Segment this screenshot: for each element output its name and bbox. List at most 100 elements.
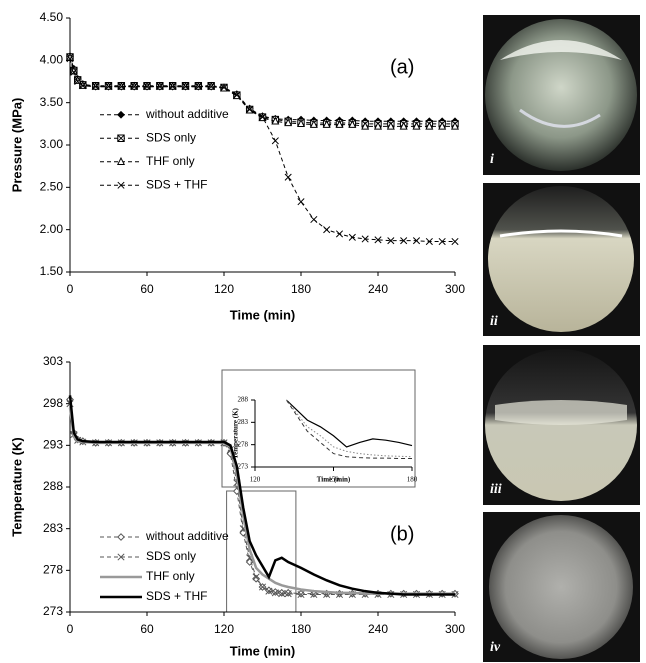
chart: 1.50 2.00 2.50 3.00 3.50 4.00 4.50 0 60 120 180 240…	[9, 10, 465, 322]
y-tick-label: 273	[43, 604, 63, 618]
photo-ii: ii	[483, 183, 640, 336]
marker	[265, 587, 273, 595]
marker	[297, 589, 305, 598]
y-tick-label: 293	[43, 438, 63, 452]
y-tick-label: 4.00	[40, 53, 64, 67]
marker	[246, 105, 254, 113]
marker	[438, 121, 447, 130]
x-axis-title: Time (min)	[317, 476, 351, 484]
marker	[92, 83, 100, 91]
marker	[245, 558, 254, 566]
marker	[271, 116, 280, 125]
marker	[450, 121, 460, 130]
marker	[130, 83, 138, 91]
x-tick-label: 180	[291, 622, 311, 636]
marker	[252, 574, 260, 583]
y-axis-title: Temperature (K)	[232, 407, 240, 458]
y-tick-label: 2.00	[40, 222, 64, 236]
x-tick-label: 240	[368, 622, 388, 636]
x-tick-label: 60	[140, 282, 154, 296]
photo-iv: iv	[483, 512, 640, 662]
series-line	[285, 399, 413, 448]
marker	[117, 110, 125, 119]
marker	[323, 226, 331, 234]
inset-frame	[221, 369, 416, 488]
marker	[277, 588, 286, 597]
marker	[373, 121, 383, 130]
marker	[438, 237, 446, 246]
series-line	[68, 395, 455, 596]
marker	[412, 237, 421, 245]
marker	[271, 588, 280, 596]
x-tick-label: 300	[445, 622, 465, 636]
x-tick-label: 180	[291, 282, 311, 296]
marker	[104, 83, 113, 91]
x-axis-title: Time (min)	[230, 643, 296, 658]
marker	[335, 230, 344, 238]
marker	[297, 590, 305, 599]
marker	[117, 181, 125, 189]
y-axis-title: Pressure (MPa)	[9, 98, 24, 193]
legend-label: SDS only	[146, 549, 196, 563]
marker	[322, 119, 331, 128]
marker	[296, 119, 306, 128]
marker	[233, 91, 241, 99]
y-tick-label: 2.50	[40, 180, 64, 194]
marker	[284, 590, 292, 598]
marker	[297, 198, 305, 206]
y-tick-label: 273	[238, 463, 249, 471]
marker	[252, 573, 260, 581]
marker	[74, 77, 82, 86]
marker	[220, 83, 228, 91]
y-tick-label: 4.50	[40, 10, 64, 24]
annotation: (b)	[390, 523, 414, 545]
marker	[309, 119, 318, 128]
marker	[207, 83, 215, 91]
photo-iii: iii	[483, 345, 640, 505]
marker	[348, 233, 356, 241]
y-tick-label: 283	[238, 418, 249, 426]
marker	[361, 235, 369, 243]
photo-i: i	[483, 15, 640, 175]
marker	[117, 83, 125, 91]
marker	[399, 121, 408, 130]
x-tick-label: 120	[214, 622, 234, 636]
series-line	[285, 399, 412, 460]
series-line	[286, 399, 413, 458]
marker	[156, 83, 164, 91]
photo-label: iii	[490, 482, 502, 497]
marker	[258, 113, 267, 121]
marker	[66, 55, 74, 63]
y-tick-label: 1.50	[40, 264, 64, 278]
marker	[400, 237, 408, 245]
x-tick-label: 150	[328, 476, 339, 484]
x-tick-label: 60	[140, 622, 154, 636]
marker	[284, 588, 293, 597]
y-tick-label: 288	[238, 396, 249, 404]
marker	[169, 83, 177, 91]
marker	[335, 119, 344, 128]
x-tick-label: 300	[445, 282, 465, 296]
y-tick-label: 278	[238, 440, 249, 448]
y-tick-label: 288	[43, 479, 63, 493]
marker	[361, 121, 370, 130]
marker	[451, 237, 459, 246]
legend-label: THF only	[146, 569, 195, 583]
marker	[117, 553, 125, 561]
marker	[425, 237, 433, 246]
marker	[412, 121, 421, 130]
marker	[348, 119, 357, 128]
photo-label: ii	[490, 314, 498, 329]
x-tick-label: 0	[67, 622, 74, 636]
y-tick-label: 303	[43, 354, 63, 368]
marker	[310, 215, 318, 224]
chart: 273 278 283 288 120 150 180 Time (min) Temperatu…	[232, 396, 418, 484]
marker	[374, 236, 382, 244]
marker	[79, 82, 87, 90]
marker	[386, 121, 395, 130]
y-tick-label: 3.50	[40, 95, 64, 109]
marker	[181, 83, 190, 91]
legend-label: SDS only	[146, 130, 196, 144]
marker	[194, 83, 202, 91]
